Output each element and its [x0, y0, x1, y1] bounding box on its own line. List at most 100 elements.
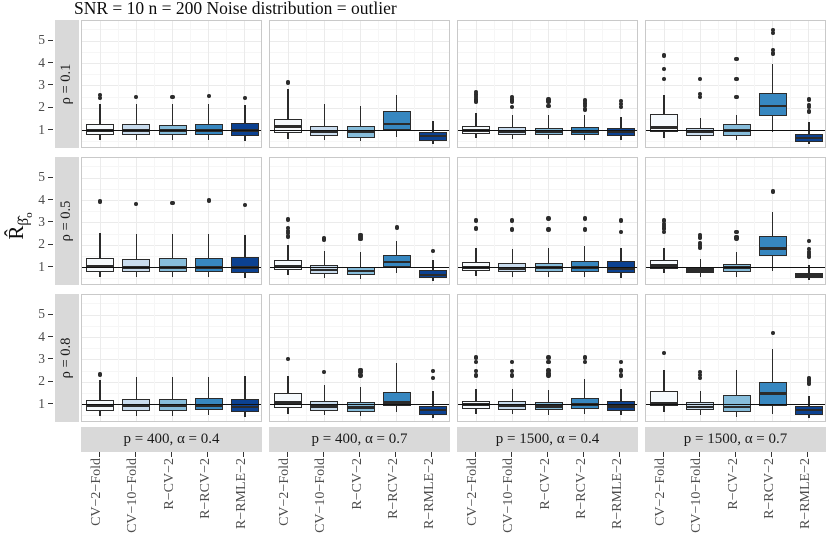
median-line	[498, 267, 527, 271]
whisker	[735, 369, 738, 417]
gridline-v-major	[432, 21, 434, 147]
outlier-point	[510, 373, 515, 378]
gridline-v-major	[620, 295, 622, 421]
gridline-h-minor	[82, 233, 261, 235]
outlier-point	[546, 371, 551, 376]
outlier-point	[546, 216, 551, 221]
x-tick-label: R−RCV−2	[573, 458, 589, 519]
median-line	[758, 247, 787, 250]
gridline-h-major	[646, 244, 825, 246]
gridline-v-minor	[790, 158, 792, 284]
y-tick-label: 5	[38, 32, 45, 48]
gridline-v-major	[244, 295, 246, 421]
x-tick-label: R−RCV−2	[385, 458, 401, 519]
gridline-v-minor	[341, 158, 343, 284]
outlier-point	[134, 201, 139, 207]
outlier-point	[546, 97, 551, 102]
box	[758, 92, 787, 117]
gridline-h-minor	[82, 51, 261, 53]
reference-line	[458, 266, 637, 269]
median-line	[686, 130, 715, 134]
outlier-point	[734, 76, 739, 82]
y-tick-label: 2	[38, 99, 45, 115]
outlier-point	[661, 221, 667, 227]
panel-r1-c1	[269, 157, 450, 285]
gridline-h-minor	[646, 211, 825, 213]
whisker	[207, 234, 210, 277]
gridline-h-minor	[82, 74, 261, 76]
y-tick-mark	[48, 358, 53, 360]
x-tick-label: R−CV−2	[161, 458, 177, 510]
gridline-v-major	[172, 21, 173, 147]
outlier-point	[170, 94, 175, 100]
gridline-v-minor	[717, 21, 719, 147]
panel-r0-c2	[457, 20, 638, 148]
outlier-point	[770, 27, 775, 33]
gridline-h-minor	[458, 166, 637, 168]
median-line	[274, 125, 303, 128]
y-tick-label: 5	[38, 169, 45, 185]
gridline-v-minor	[414, 21, 416, 147]
outlier-point	[510, 227, 515, 232]
median-line	[794, 274, 823, 277]
gridline-v-major	[736, 295, 737, 421]
gridline-h-major	[458, 222, 637, 224]
gridline-v-minor	[681, 295, 683, 421]
outlier-point	[322, 235, 327, 241]
gridline-v-minor	[341, 21, 343, 147]
gridline-v-major	[699, 21, 701, 147]
gridline-h-major	[270, 63, 449, 65]
outlier-point	[285, 228, 291, 233]
gridline-h-major	[270, 244, 449, 246]
panel-r0-c0	[81, 20, 262, 148]
median-line	[274, 264, 303, 268]
row-facet-label: ρ = 0.5	[58, 200, 74, 242]
gridline-v-minor	[341, 295, 343, 421]
outlier-point	[806, 104, 812, 110]
outlier-point	[473, 226, 479, 231]
outlier-point	[698, 370, 703, 375]
outlier-point	[618, 218, 624, 223]
whisker	[171, 104, 174, 140]
outlier-point	[770, 47, 775, 53]
gridline-v-major	[736, 158, 737, 284]
gridline-v-major	[511, 21, 513, 147]
box	[122, 258, 151, 273]
outlier-point	[430, 248, 436, 254]
x-tick-mark	[619, 452, 621, 457]
gridline-h-minor	[270, 325, 449, 327]
outlier-point	[242, 202, 248, 208]
outlier-point	[618, 229, 624, 235]
outlier-point	[618, 373, 624, 378]
median-line	[346, 406, 375, 409]
x-tick-label: R−CV−2	[349, 458, 365, 510]
outlier-point	[473, 368, 479, 374]
x-tick-mark	[395, 452, 397, 457]
outlier-point	[806, 254, 812, 259]
y-tick-mark	[48, 266, 53, 268]
gridline-h-major	[458, 107, 637, 109]
outlier-point	[770, 51, 775, 56]
box	[158, 258, 187, 273]
outlier-point	[734, 56, 739, 62]
outlier-point	[473, 92, 479, 97]
box	[758, 236, 787, 257]
y-tick-mark	[48, 221, 53, 223]
row-facet-strip	[55, 294, 79, 422]
y-tick-label: 3	[38, 213, 45, 229]
outlier-point	[510, 218, 515, 223]
median-line	[158, 404, 187, 408]
x-tick-mark	[510, 452, 512, 457]
reference-line	[458, 129, 637, 132]
gridline-v-major	[548, 158, 549, 284]
outlier-point	[661, 53, 667, 58]
gridline-h-major	[82, 244, 261, 246]
x-tick-label: R−RMLE−2	[233, 458, 249, 530]
reference-line	[82, 403, 261, 406]
gridline-v-minor	[717, 158, 719, 284]
gridline-h-major	[646, 222, 825, 224]
gridline-v-minor	[529, 158, 531, 284]
panel-r2-c3	[645, 294, 826, 422]
median-line	[758, 104, 787, 108]
outlier-point	[510, 359, 515, 365]
